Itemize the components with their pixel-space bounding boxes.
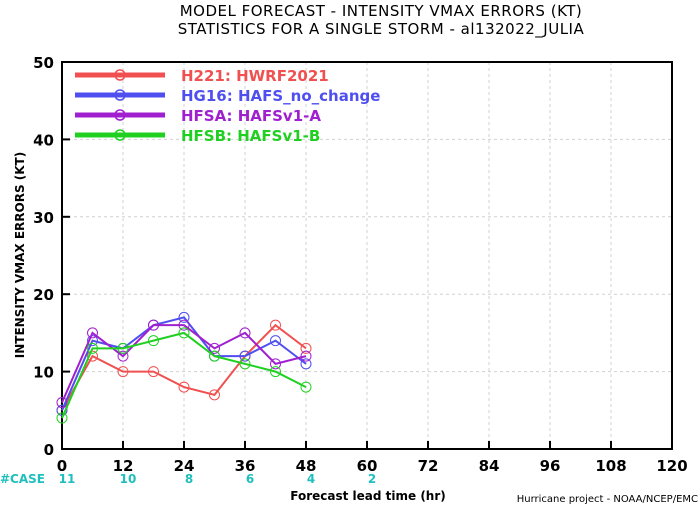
data-point bbox=[178, 311, 190, 323]
data-point bbox=[117, 366, 129, 378]
data-point bbox=[148, 366, 159, 378]
data-point bbox=[87, 327, 98, 339]
data-point bbox=[117, 342, 129, 354]
case-count: 10 bbox=[120, 472, 137, 486]
data-point bbox=[56, 404, 68, 416]
data-point bbox=[270, 335, 281, 347]
data-point bbox=[117, 350, 129, 362]
data-point bbox=[300, 342, 312, 354]
data-point bbox=[87, 335, 98, 347]
credit-text: Hurricane project - NOAA/NCEP/EMC bbox=[517, 494, 698, 505]
y-tick-label: 30 bbox=[33, 209, 54, 227]
legend-marker bbox=[114, 129, 126, 141]
series-line bbox=[61, 323, 307, 411]
data-point bbox=[178, 381, 190, 393]
x-tick-label: 72 bbox=[418, 457, 439, 475]
y-axis-title: INTENSITY VMAX ERRORS (KT) bbox=[13, 152, 27, 358]
case-row-label: #CASE bbox=[0, 472, 45, 486]
series-line bbox=[61, 331, 307, 419]
chart-title-line2: STATISTICS FOR A SINGLE STORM - al132022… bbox=[178, 20, 585, 39]
data-point bbox=[239, 358, 251, 370]
series-line bbox=[61, 316, 307, 411]
x-tick-label: 48 bbox=[296, 457, 317, 475]
series-layer bbox=[56, 311, 312, 424]
grid-lines bbox=[62, 62, 672, 449]
legend-item: HG16: HAFS_no_change bbox=[75, 87, 380, 105]
data-point bbox=[239, 327, 251, 339]
data-point bbox=[270, 358, 281, 370]
legend-item: HFSB: HAFSv1-B bbox=[75, 127, 320, 145]
legend-item: HFSA: HAFSv1-A bbox=[75, 107, 321, 125]
y-tick-label: 50 bbox=[33, 54, 54, 72]
series bbox=[56, 319, 312, 409]
legend: H221: HWRF2021 HG16: HAFS_no_change HFSA: … bbox=[75, 67, 380, 145]
x-tick-label: 0 bbox=[57, 457, 67, 475]
legend-label: H221: HWRF2021 bbox=[181, 67, 329, 85]
series bbox=[56, 327, 312, 424]
data-point bbox=[148, 319, 159, 331]
legend-marker bbox=[114, 69, 126, 81]
data-point bbox=[56, 412, 68, 424]
legend-label: HFSB: HAFSv1-B bbox=[181, 127, 320, 145]
chart-title-line1: MODEL FORECAST - INTENSITY VMAX ERRORS (… bbox=[180, 2, 583, 20]
case-count: 6 bbox=[246, 472, 254, 486]
data-point bbox=[239, 350, 251, 362]
x-tick-label: 12 bbox=[113, 457, 134, 475]
y-tick-label: 0 bbox=[44, 441, 54, 459]
data-point bbox=[209, 342, 220, 354]
x-tick-label: 36 bbox=[235, 457, 256, 475]
data-point bbox=[270, 319, 281, 331]
x-tick-label: 84 bbox=[479, 457, 500, 475]
data-point bbox=[300, 350, 312, 362]
y-tick-label: 10 bbox=[33, 364, 54, 382]
data-point bbox=[87, 342, 98, 354]
data-point bbox=[148, 335, 159, 347]
data-point bbox=[209, 350, 220, 362]
x-tick-label: 120 bbox=[656, 457, 687, 475]
y-tick-label: 40 bbox=[33, 131, 54, 149]
data-point bbox=[178, 327, 190, 339]
case-count: 11 bbox=[59, 472, 76, 486]
legend-label: HFSA: HAFSv1-A bbox=[181, 107, 321, 125]
data-point bbox=[178, 319, 190, 331]
y-tick-label: 20 bbox=[33, 286, 54, 304]
data-point bbox=[56, 397, 68, 409]
case-count: 2 bbox=[368, 472, 376, 486]
data-point bbox=[87, 350, 98, 362]
x-tick-label: 108 bbox=[595, 457, 626, 475]
data-point bbox=[209, 389, 220, 401]
legend-label: HG16: HAFS_no_change bbox=[181, 87, 380, 105]
data-point bbox=[270, 366, 281, 378]
x-tick-label: 96 bbox=[540, 457, 561, 475]
legend-marker bbox=[114, 109, 126, 121]
data-point bbox=[300, 381, 312, 393]
x-tick-label: 24 bbox=[174, 457, 195, 475]
legend-item: H221: HWRF2021 bbox=[75, 67, 329, 85]
axis-ticks: 0 12 24 36 48 60 72 84 96 108 120 0 10 20 30 40 50 bbox=[33, 54, 688, 475]
series-line bbox=[61, 324, 307, 403]
case-count: 4 bbox=[307, 472, 315, 486]
x-tick-label: 60 bbox=[357, 457, 378, 475]
data-point bbox=[300, 358, 312, 370]
legend-marker bbox=[114, 89, 126, 101]
case-count: 8 bbox=[185, 472, 193, 486]
case-counts: #CASE 11 10 8 6 4 2 bbox=[0, 472, 376, 486]
x-axis-title: Forecast lead time (hr) bbox=[290, 489, 446, 503]
